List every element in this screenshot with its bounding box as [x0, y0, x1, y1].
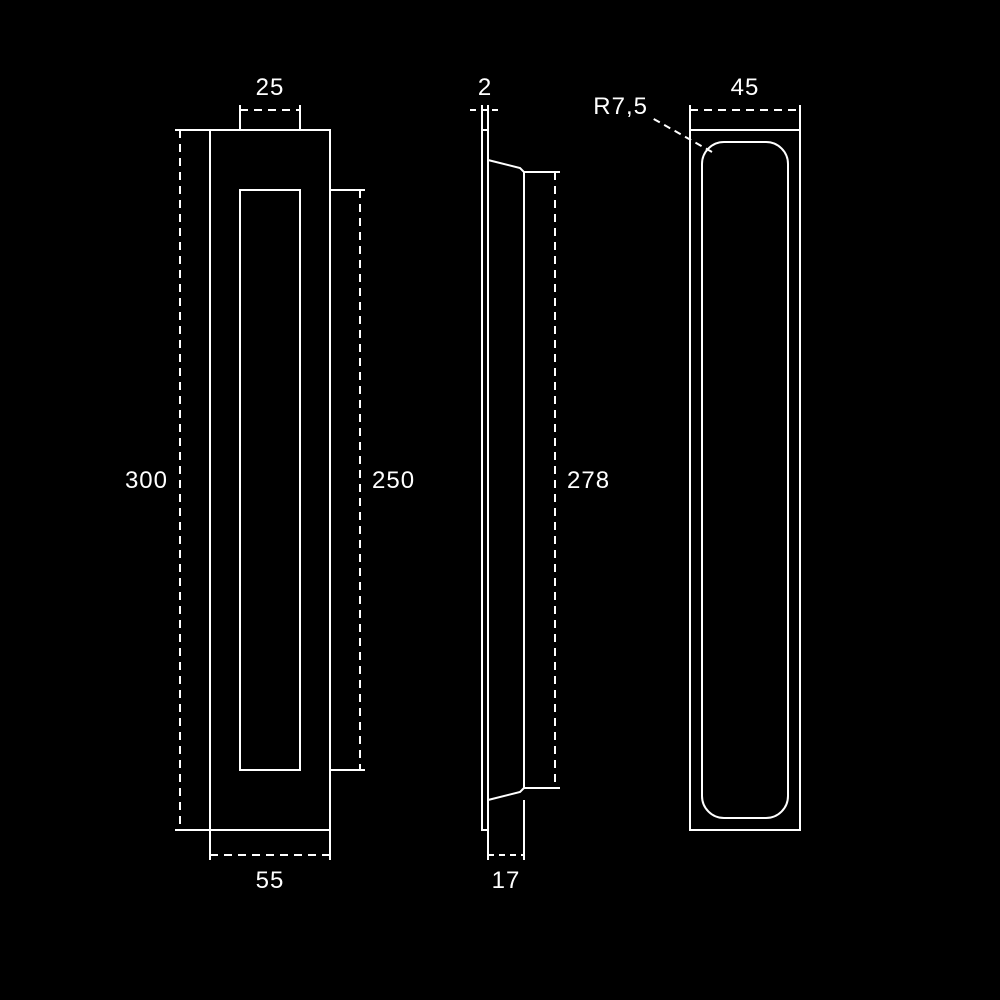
dim-back-inner-radius: R7,5 — [593, 93, 648, 120]
side-plate — [482, 130, 488, 830]
front-outer-rect — [210, 130, 330, 830]
dim-front-outer-height: 300 — [125, 467, 168, 494]
front-inner-rect — [240, 190, 300, 770]
back-outer-rect — [690, 130, 800, 830]
technical-drawing: 25 55 300 250 2 17 278 45 R7,5 — [0, 0, 1000, 1000]
side-body — [488, 160, 524, 800]
dim-front-outer-width: 55 — [256, 867, 285, 894]
dim-front-inner-height: 250 — [372, 467, 415, 494]
dim-side-plate-thickness: 2 — [478, 74, 492, 101]
back-inner-rounded-rect — [702, 142, 788, 818]
dim-side-body-height: 278 — [567, 467, 610, 494]
dim-back-outer-width: 45 — [731, 74, 760, 101]
dim-side-body-depth: 17 — [492, 867, 521, 894]
dim-front-inner-width: 25 — [256, 74, 285, 101]
